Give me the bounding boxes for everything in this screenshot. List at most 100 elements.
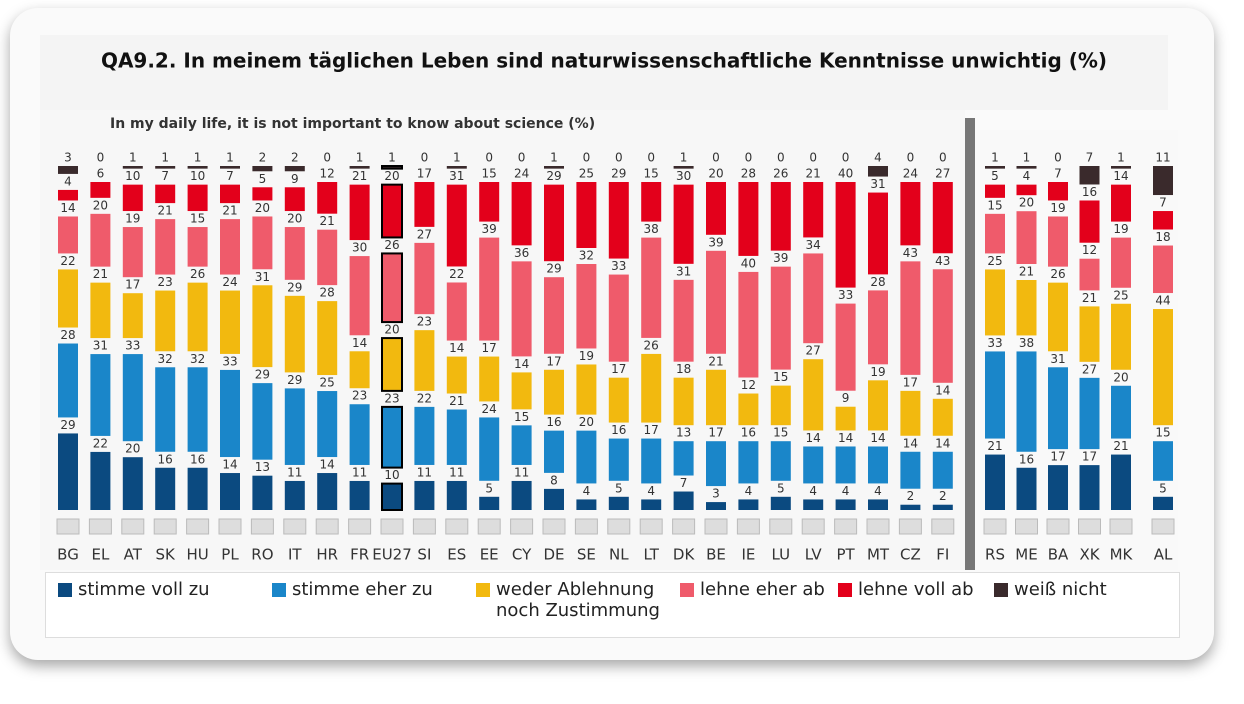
x-tick-label: DE (543, 546, 564, 564)
x-tick-label: AL (1154, 546, 1173, 564)
bar-segment (576, 182, 597, 248)
subtitle: In my daily life, it is not important to… (110, 116, 595, 132)
value-label: 25 (987, 254, 1002, 268)
bar-segment (479, 356, 500, 402)
flag (607, 518, 631, 535)
bar-segment (252, 383, 273, 460)
bar-segment (1079, 465, 1100, 510)
value-label: 17 (1050, 450, 1065, 464)
bar-segment (1153, 211, 1173, 230)
flag (380, 518, 404, 535)
x-tick-label: RO (251, 546, 273, 564)
legend-label: stimme voll zu (78, 579, 210, 600)
flag (218, 518, 242, 535)
flag (445, 518, 469, 535)
value-label: 20 (93, 198, 108, 212)
value-label: 29 (287, 280, 302, 294)
value-label: 16 (158, 452, 173, 466)
bar-segment (122, 457, 143, 510)
value-label: 1 (1023, 151, 1031, 165)
value-label: 4 (809, 484, 817, 498)
value-label: 3 (64, 151, 72, 165)
flag (186, 518, 210, 535)
value-label: 40 (741, 256, 756, 270)
value-label: 18 (1155, 230, 1170, 244)
bar-segment (284, 480, 305, 510)
bar-segment (608, 496, 629, 510)
bar-segment (479, 496, 500, 510)
value-label: 15 (773, 426, 788, 440)
bar-segment (770, 266, 791, 370)
value-label: 20 (287, 212, 302, 226)
flag (348, 518, 372, 535)
bar-segment (58, 216, 78, 254)
value-label: 14 (870, 431, 885, 445)
bar-segment (985, 269, 1005, 336)
value-label: 19 (870, 365, 885, 379)
value-label: 4 (745, 484, 753, 498)
legend-swatch (838, 583, 852, 597)
x-tick-label: IT (288, 546, 302, 564)
bar-segment (576, 264, 597, 349)
bar-segment (349, 256, 370, 336)
title-box (40, 35, 1168, 110)
value-label: 24 (222, 275, 237, 289)
value-label: 19 (1050, 201, 1065, 215)
flag (931, 518, 955, 535)
value-label: 5 (777, 481, 785, 495)
value-label: 33 (838, 288, 853, 302)
bar-segment (900, 390, 921, 436)
value-label: 29 (546, 169, 561, 183)
bar-segment (576, 499, 597, 510)
bar-segment (122, 354, 143, 442)
flag (983, 518, 1007, 535)
value-label: 0 (907, 151, 915, 165)
bar-segment (58, 433, 78, 510)
value-label: 36 (514, 246, 529, 260)
bar-segment (673, 441, 694, 476)
bar-segment (187, 184, 208, 212)
value-label: 21 (708, 354, 723, 368)
value-label: 1 (194, 151, 202, 165)
value-label: 32 (158, 352, 173, 366)
bar-segment (284, 187, 305, 212)
value-label: 18 (676, 362, 691, 376)
value-label: 14 (935, 436, 950, 450)
x-tick-label: EL (91, 546, 109, 564)
x-tick-label: BA (1048, 546, 1069, 564)
bar-segment (122, 227, 143, 278)
legend-swatch (272, 583, 286, 597)
value-label: 16 (1019, 452, 1034, 466)
value-label: 16 (546, 415, 561, 429)
value-label: 22 (93, 436, 108, 450)
bar-segment (1153, 166, 1173, 196)
value-label: 33 (125, 339, 140, 353)
bar-segment (1016, 211, 1037, 264)
bar-segment (770, 496, 791, 510)
value-label: 31 (255, 270, 270, 284)
value-label: 7 (1054, 167, 1062, 181)
bar-segment (900, 504, 921, 510)
value-label: 5 (991, 169, 999, 183)
value-label: 14 (903, 436, 918, 450)
bar-segment (317, 182, 338, 214)
value-label: 4 (64, 174, 72, 188)
value-label: 43 (903, 246, 918, 260)
bar-segment (608, 274, 629, 362)
legend-label: weiß nicht (1014, 579, 1107, 600)
value-label: 14 (806, 431, 821, 445)
bar-segment (1048, 282, 1068, 352)
value-label: 7 (680, 476, 688, 490)
value-label: 21 (1113, 439, 1128, 453)
value-label: 29 (287, 373, 302, 387)
bar-segment (932, 451, 953, 489)
bar-segment (252, 187, 273, 201)
value-label: 27 (935, 167, 950, 181)
x-tick-label: FR (350, 546, 369, 564)
bar-segment (738, 499, 759, 510)
bar-segment (1016, 280, 1037, 336)
flag (412, 518, 436, 535)
flag (250, 518, 274, 535)
x-tick-label: ME (1015, 546, 1037, 564)
bar-segment (90, 451, 111, 510)
